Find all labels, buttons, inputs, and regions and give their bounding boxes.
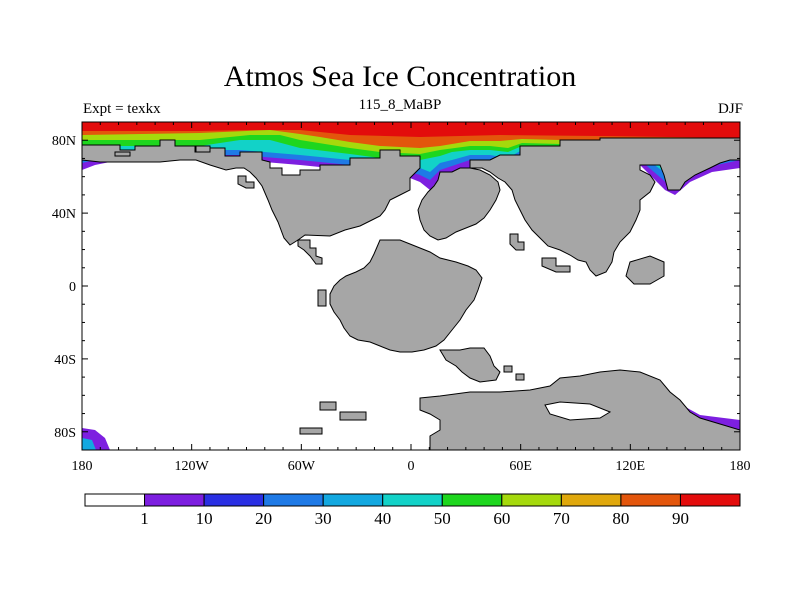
x-tick-label: 120W [175, 459, 210, 474]
land-south-small-1 [503, 365, 513, 373]
colorbar-label: 1 [140, 509, 149, 528]
experiment-label: Expt = texkx [83, 101, 161, 117]
season-label: DJF [717, 101, 743, 117]
y-tick-label: 40S [54, 353, 76, 368]
x-tick-label: 180 [72, 459, 93, 474]
colorbar-swatch [501, 493, 562, 507]
map-axes: 180 120W 60W 0 60E 120E 180 80N 40N 0 40S 80S [52, 121, 751, 474]
land-africa-islands [317, 289, 327, 307]
land-se-asia [625, 255, 665, 285]
colorbar-label: 40 [374, 509, 391, 528]
colorbar-swatch [144, 493, 205, 507]
colorbar-label: 20 [255, 509, 272, 528]
land-south-small-2 [515, 373, 525, 381]
land-small-island-2 [195, 145, 211, 153]
colorbar-swatch [203, 493, 265, 507]
colorbar-label: 80 [612, 509, 629, 528]
x-tick-label: 60E [509, 459, 532, 474]
land-europe [417, 167, 501, 241]
colorbar-swatch [263, 493, 324, 507]
y-tick-label: 0 [69, 280, 76, 295]
map-subtitle: 115_8_MaBP [358, 97, 442, 113]
colorbar-swatch [322, 493, 384, 507]
land-small-island-1 [237, 175, 255, 189]
map-title: Atmos Sea Ice Concentration [223, 60, 577, 93]
colorbar-swatch [84, 493, 146, 507]
land-south-landmass [439, 347, 501, 383]
colorbar-label: 10 [196, 509, 213, 528]
land-eurasia [469, 137, 740, 277]
colorbar-swatch [441, 493, 503, 507]
x-tick-label: 120E [616, 459, 646, 474]
land-small-island-3 [114, 151, 131, 157]
arctic-ice-red [82, 122, 740, 138]
colorbar-swatch [620, 493, 681, 507]
colorbar-label: 70 [553, 509, 570, 528]
colorbar-label: 50 [434, 509, 451, 528]
land-antarctica-bay [544, 401, 612, 421]
land-africa [329, 239, 483, 353]
map-layers [82, 122, 740, 450]
land-india [541, 257, 571, 273]
y-tick-label: 80N [52, 134, 76, 149]
colorbar-swatch [382, 493, 443, 507]
land-south-island-1 [319, 401, 337, 411]
land-central-america [297, 239, 323, 265]
colorbar-label: 30 [315, 509, 332, 528]
land-south-island-3 [299, 427, 323, 435]
land-south-island-2 [339, 411, 367, 421]
x-tick-label: 60W [288, 459, 316, 474]
colorbar-label: 60 [493, 509, 510, 528]
colorbar: 1 10 20 30 40 50 60 70 80 90 [84, 493, 741, 528]
x-tick-label: 0 [408, 459, 415, 474]
y-tick-label: 80S [54, 426, 76, 441]
y-tick-label: 40N [52, 207, 76, 222]
land-arabia [509, 233, 525, 251]
land [82, 137, 740, 450]
colorbar-label: 90 [672, 509, 689, 528]
antarctic-ice-sw-cyan [82, 438, 96, 450]
colorbar-swatch [560, 493, 622, 507]
colorbar-swatch [679, 493, 741, 507]
x-tick-label: 180 [730, 459, 751, 474]
